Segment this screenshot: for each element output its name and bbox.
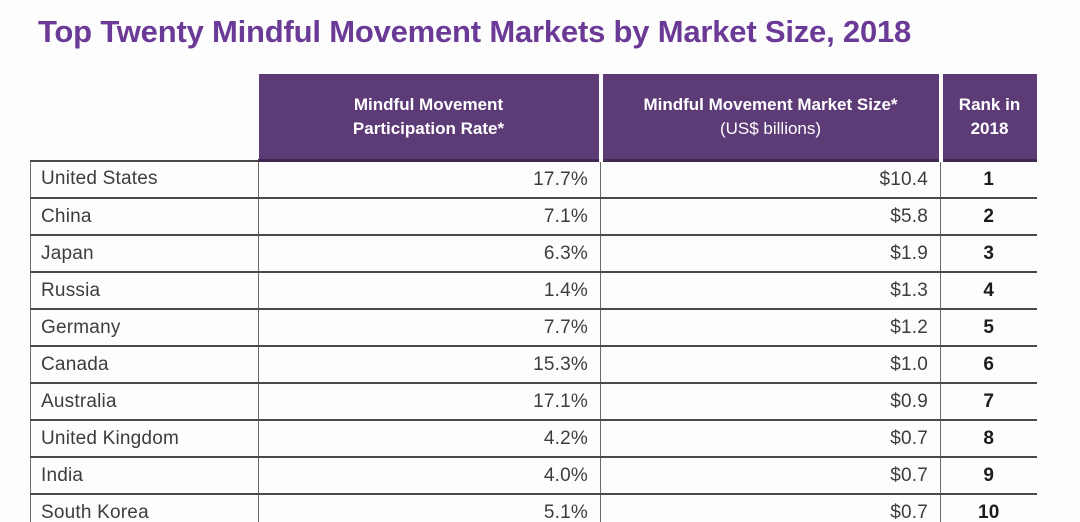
- country-cell: United States: [30, 160, 259, 199]
- header-market-size-units: (US$ billions): [719, 118, 822, 138]
- table-row: United States 17.7% $10.4 1: [30, 160, 1037, 199]
- table-header: Mindful Movement Participation Rate* Min…: [30, 74, 1037, 162]
- market-size-cell: $1.2: [600, 309, 941, 347]
- participation-rate-cell: 7.7%: [258, 309, 601, 347]
- rank-cell: 5: [940, 309, 1037, 347]
- rank-cell: 4: [940, 272, 1037, 310]
- table-row: Japan 6.3% $1.9 3: [30, 235, 1037, 273]
- header-participation-rate: Mindful Movement Participation Rate*: [258, 74, 601, 162]
- country-cell: Russia: [30, 272, 259, 310]
- rank-cell: 9: [940, 457, 1037, 495]
- table-row: South Korea 5.1% $0.7 10: [30, 494, 1037, 522]
- rank-cell: 10: [940, 494, 1037, 522]
- rank-cell: 7: [940, 383, 1037, 421]
- participation-rate-cell: 6.3%: [258, 235, 601, 273]
- rank-cell: 3: [940, 235, 1037, 273]
- table-row: Canada 15.3% $1.0 6: [30, 346, 1037, 384]
- participation-rate-cell: 17.7%: [258, 160, 601, 199]
- market-size-cell: $0.9: [600, 383, 941, 421]
- market-size-cell: $0.7: [600, 457, 941, 495]
- participation-rate-cell: 4.0%: [258, 457, 601, 495]
- header-rank: Rank in 2018: [938, 74, 1037, 162]
- header-rank-line2: 2018: [970, 118, 1009, 138]
- market-size-cell: $1.0: [600, 346, 941, 384]
- participation-rate-cell: 5.1%: [258, 494, 601, 522]
- table-row: Australia 17.1% $0.9 7: [30, 383, 1037, 421]
- market-size-cell: $1.9: [600, 235, 941, 273]
- rank-cell: 8: [940, 420, 1037, 458]
- table-row: Germany 7.7% $1.2 5: [30, 309, 1037, 347]
- header-participation-line2: Participation Rate*: [352, 118, 505, 138]
- country-cell: South Korea: [30, 494, 259, 522]
- header-row: Mindful Movement Participation Rate* Min…: [30, 74, 1037, 162]
- table-row: Russia 1.4% $1.3 4: [30, 272, 1037, 310]
- page-title: Top Twenty Mindful Movement Markets by M…: [38, 14, 912, 49]
- table-body: United States 17.7% $10.4 1 China 7.1% $…: [30, 160, 1037, 522]
- participation-rate-cell: 7.1%: [258, 198, 601, 236]
- participation-rate-cell: 15.3%: [258, 346, 601, 384]
- country-cell: Germany: [30, 309, 259, 347]
- participation-rate-cell: 17.1%: [258, 383, 601, 421]
- market-size-cell: $0.7: [600, 494, 941, 522]
- header-country-blank: [30, 74, 259, 162]
- table-row: United Kingdom 4.2% $0.7 8: [30, 420, 1037, 458]
- table-row: India 4.0% $0.7 9: [30, 457, 1037, 495]
- market-size-cell: $1.3: [600, 272, 941, 310]
- participation-rate-cell: 4.2%: [258, 420, 601, 458]
- country-cell: Canada: [30, 346, 259, 384]
- country-cell: Australia: [30, 383, 259, 421]
- header-participation-line1: Mindful Movement: [353, 94, 504, 114]
- country-cell: China: [30, 198, 259, 236]
- header-market-size: Mindful Movement Market Size* (US$ billi…: [598, 74, 941, 162]
- market-size-cell: $0.7: [600, 420, 941, 458]
- rank-cell: 1: [940, 160, 1037, 199]
- country-cell: India: [30, 457, 259, 495]
- country-cell: United Kingdom: [30, 420, 259, 458]
- country-cell: Japan: [30, 235, 259, 273]
- header-rank-line1: Rank in: [958, 94, 1021, 114]
- market-size-cell: $5.8: [600, 198, 941, 236]
- rank-cell: 2: [940, 198, 1037, 236]
- market-size-cell: $10.4: [600, 160, 941, 199]
- table-row: China 7.1% $5.8 2: [30, 198, 1037, 236]
- participation-rate-cell: 1.4%: [258, 272, 601, 310]
- market-table: Mindful Movement Participation Rate* Min…: [30, 74, 1037, 522]
- header-market-size-line1: Mindful Movement Market Size*: [643, 94, 898, 114]
- rank-cell: 6: [940, 346, 1037, 384]
